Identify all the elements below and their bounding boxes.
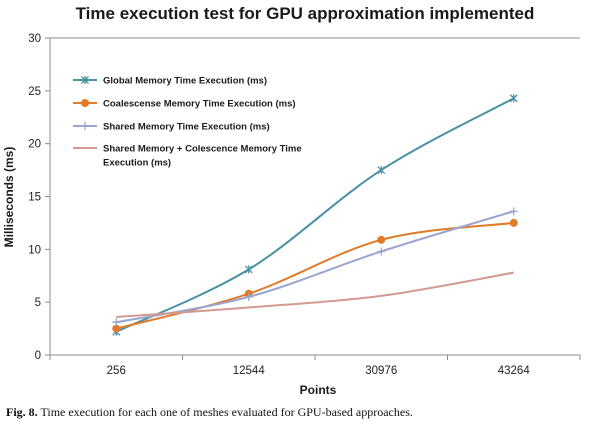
data-point <box>377 247 386 256</box>
data-point <box>244 265 253 274</box>
caption-text: Time execution for each one of meshes ev… <box>37 405 413 419</box>
x-tick-label: 43264 <box>498 365 531 377</box>
data-point <box>509 218 518 227</box>
x-tick-label: 12544 <box>233 365 266 377</box>
figure-caption: Fig. 8. Time execution for each one of m… <box>6 405 592 420</box>
legend-item-1: Global Memory Time Execution (ms) <box>73 76 267 87</box>
data-point <box>509 94 518 103</box>
y-tick-label: 30 <box>28 33 41 45</box>
legend-label: Coalescense Memory Time Execution (ms) <box>103 99 296 110</box>
y-tick-label: 0 <box>35 350 41 362</box>
y-axis-label: Milliseconds (ms) <box>2 147 16 248</box>
y-tick-labels: 0 5 10 15 20 25 30 <box>28 33 41 362</box>
x-tick-labels: 256 12544 30976 43264 <box>107 365 531 377</box>
legend-label: Global Memory Time Execution (ms) <box>103 76 267 87</box>
data-point <box>377 235 386 244</box>
y-tick-label: 20 <box>28 139 41 151</box>
legend-item-3: Shared Memory Time Execution (ms) <box>73 122 270 133</box>
series-line <box>116 271 514 318</box>
y-tick-label: 10 <box>28 244 41 256</box>
caption-label: Fig. 8. <box>6 405 38 419</box>
data-point <box>244 292 253 301</box>
y-tick-label: 15 <box>28 192 41 204</box>
data-point <box>377 166 386 175</box>
x-tick-label: 30976 <box>365 365 397 377</box>
legend-item-2: Coalescense Memory Time Execution (ms) <box>73 99 296 110</box>
data-point <box>81 99 89 107</box>
series-4 <box>116 271 514 318</box>
series-line <box>115 97 515 333</box>
x-tick-label: 256 <box>107 365 126 377</box>
legend-label: Shared Memory + Colescence Memory Time Ex… <box>103 144 302 169</box>
y-tick-label: 5 <box>35 297 41 309</box>
data-point <box>81 122 89 130</box>
series-layer <box>112 94 518 336</box>
y-tick-label: 25 <box>28 86 41 98</box>
legend-item-4: Shared Memory + Colescence Memory Time Ex… <box>73 144 302 169</box>
series-3 <box>112 207 518 327</box>
chart: Time execution test for GPU approximatio… <box>2 4 581 397</box>
data-point <box>112 318 121 327</box>
axes <box>45 37 581 360</box>
data-point <box>81 76 89 84</box>
legend-label: Shared Memory Time Execution (ms) <box>103 122 270 133</box>
chart-title: Time execution test for GPU approximatio… <box>76 4 535 23</box>
data-point <box>509 207 518 216</box>
x-axis-label: Points <box>300 383 337 397</box>
legend: Global Memory Time Execution (ms) Coalesc… <box>73 76 302 169</box>
